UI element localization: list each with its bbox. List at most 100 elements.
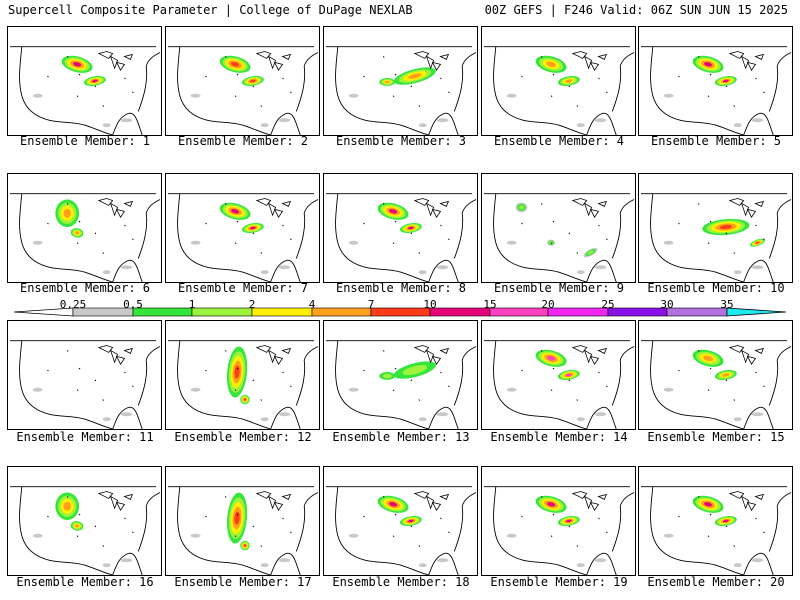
- scp-low-contour: [663, 387, 674, 392]
- scp-contour: [587, 250, 594, 255]
- great-lakes-outline: [728, 345, 765, 365]
- ensemble-member-label: Ensemble Member: 10: [647, 281, 785, 295]
- state-markers: [47, 496, 134, 547]
- coastline-border: [483, 340, 635, 429]
- coastline-border: [483, 193, 635, 282]
- ensemble-member-map: [638, 320, 793, 430]
- great-lakes-outline: [255, 198, 292, 218]
- coastline-border: [640, 46, 792, 135]
- ensemble-member-label: Ensemble Member: 7: [177, 281, 309, 295]
- state-markers: [363, 496, 450, 547]
- scp-low-contour: [260, 563, 269, 568]
- ensemble-member-map: [638, 466, 793, 576]
- coastline-border: [325, 486, 477, 575]
- scp-contour: [250, 79, 256, 83]
- scp-low-contour: [506, 387, 517, 392]
- state-markers: [205, 496, 292, 547]
- coastline-border: [640, 340, 792, 429]
- legend-tick-label: 20: [541, 298, 555, 311]
- scp-low-contour: [260, 270, 269, 275]
- state-markers: [205, 350, 292, 401]
- scp-low-contour: [348, 93, 359, 98]
- scp-contour: [250, 226, 256, 230]
- scp-low-contour: [278, 558, 291, 563]
- great-lakes-outline: [97, 198, 134, 218]
- scp-low-contour: [32, 240, 43, 245]
- state-markers: [521, 496, 608, 547]
- legend-right-arrow: [726, 307, 787, 317]
- scp-contour: [546, 61, 556, 68]
- ensemble-member-label: Ensemble Member: 3: [335, 134, 467, 148]
- scp-low-contour: [751, 558, 764, 563]
- great-lakes-outline: [255, 345, 292, 365]
- coastline-border: [325, 46, 477, 135]
- scp-low-contour: [576, 417, 585, 422]
- great-lakes-outline: [571, 491, 608, 511]
- scp-low-contour: [663, 93, 674, 98]
- ensemble-member-map: [323, 320, 478, 430]
- scp-contour: [408, 73, 422, 79]
- state-markers: [678, 496, 765, 547]
- scp-low-contour: [506, 533, 517, 538]
- great-lakes-outline: [728, 51, 765, 71]
- great-lakes-outline: [571, 198, 608, 218]
- scp-low-contour: [594, 412, 607, 417]
- coastline-border: [9, 193, 161, 282]
- scp-low-contour: [733, 270, 742, 275]
- legend-tick-label: 1: [188, 298, 196, 311]
- ensemble-member-label: Ensemble Member: 5: [650, 134, 782, 148]
- coastline-border: [167, 340, 319, 429]
- scp-low-contour: [102, 270, 111, 275]
- legend-tick-label: 2: [248, 298, 256, 311]
- scp-low-contour: [278, 118, 291, 123]
- legend-tick-label: 15: [483, 298, 497, 311]
- scp-contour: [73, 62, 82, 67]
- scp-contour: [231, 62, 240, 67]
- ensemble-member-map: [7, 466, 162, 576]
- scp-contour: [547, 356, 556, 361]
- scp-contour: [723, 79, 729, 83]
- ensemble-member-label: Ensemble Member: 17: [174, 575, 312, 589]
- state-markers: [363, 56, 450, 107]
- scp-contour: [722, 373, 730, 377]
- legend-bin: [191, 307, 253, 317]
- legend-bin: [251, 307, 313, 317]
- state-markers: [521, 203, 608, 254]
- scp-low-contour: [418, 270, 427, 275]
- scp-low-contour: [120, 412, 133, 417]
- great-lakes-outline: [255, 491, 292, 511]
- scp-low-contour: [436, 412, 449, 417]
- scp-low-contour: [506, 93, 517, 98]
- scp-low-contour: [260, 123, 269, 128]
- state-markers: [678, 56, 765, 107]
- ensemble-member-map: [7, 320, 162, 430]
- scp-low-contour: [120, 118, 133, 123]
- scp-low-contour: [751, 265, 764, 270]
- scp-low-contour: [751, 118, 764, 123]
- scp-low-contour: [278, 265, 291, 270]
- scp-contour: [566, 519, 572, 523]
- ensemble-member-map: [323, 466, 478, 576]
- ensemble-member-label: Ensemble Member: 15: [647, 430, 785, 444]
- scp-low-contour: [576, 270, 585, 275]
- scp-low-contour: [436, 118, 449, 123]
- state-markers: [47, 56, 134, 107]
- scp-contour: [408, 226, 414, 230]
- great-lakes-outline: [413, 345, 450, 365]
- legend-tick-label: 30: [660, 298, 674, 311]
- state-markers: [47, 203, 134, 254]
- scp-low-contour: [594, 265, 607, 270]
- great-lakes-outline: [97, 345, 134, 365]
- legend-tick-label: 10: [423, 298, 437, 311]
- ensemble-member-label: Ensemble Member: 14: [490, 430, 628, 444]
- ensemble-member-label: Ensemble Member: 2: [177, 134, 309, 148]
- scp-low-contour: [348, 387, 359, 392]
- great-lakes-outline: [413, 198, 450, 218]
- ensemble-member-label: Ensemble Member: 1: [19, 134, 151, 148]
- scp-low-contour: [260, 417, 269, 422]
- scp-low-contour: [418, 563, 427, 568]
- scp-low-contour: [190, 387, 201, 392]
- scp-low-contour: [102, 563, 111, 568]
- legend-bin: [489, 307, 549, 317]
- scp-low-contour: [120, 558, 133, 563]
